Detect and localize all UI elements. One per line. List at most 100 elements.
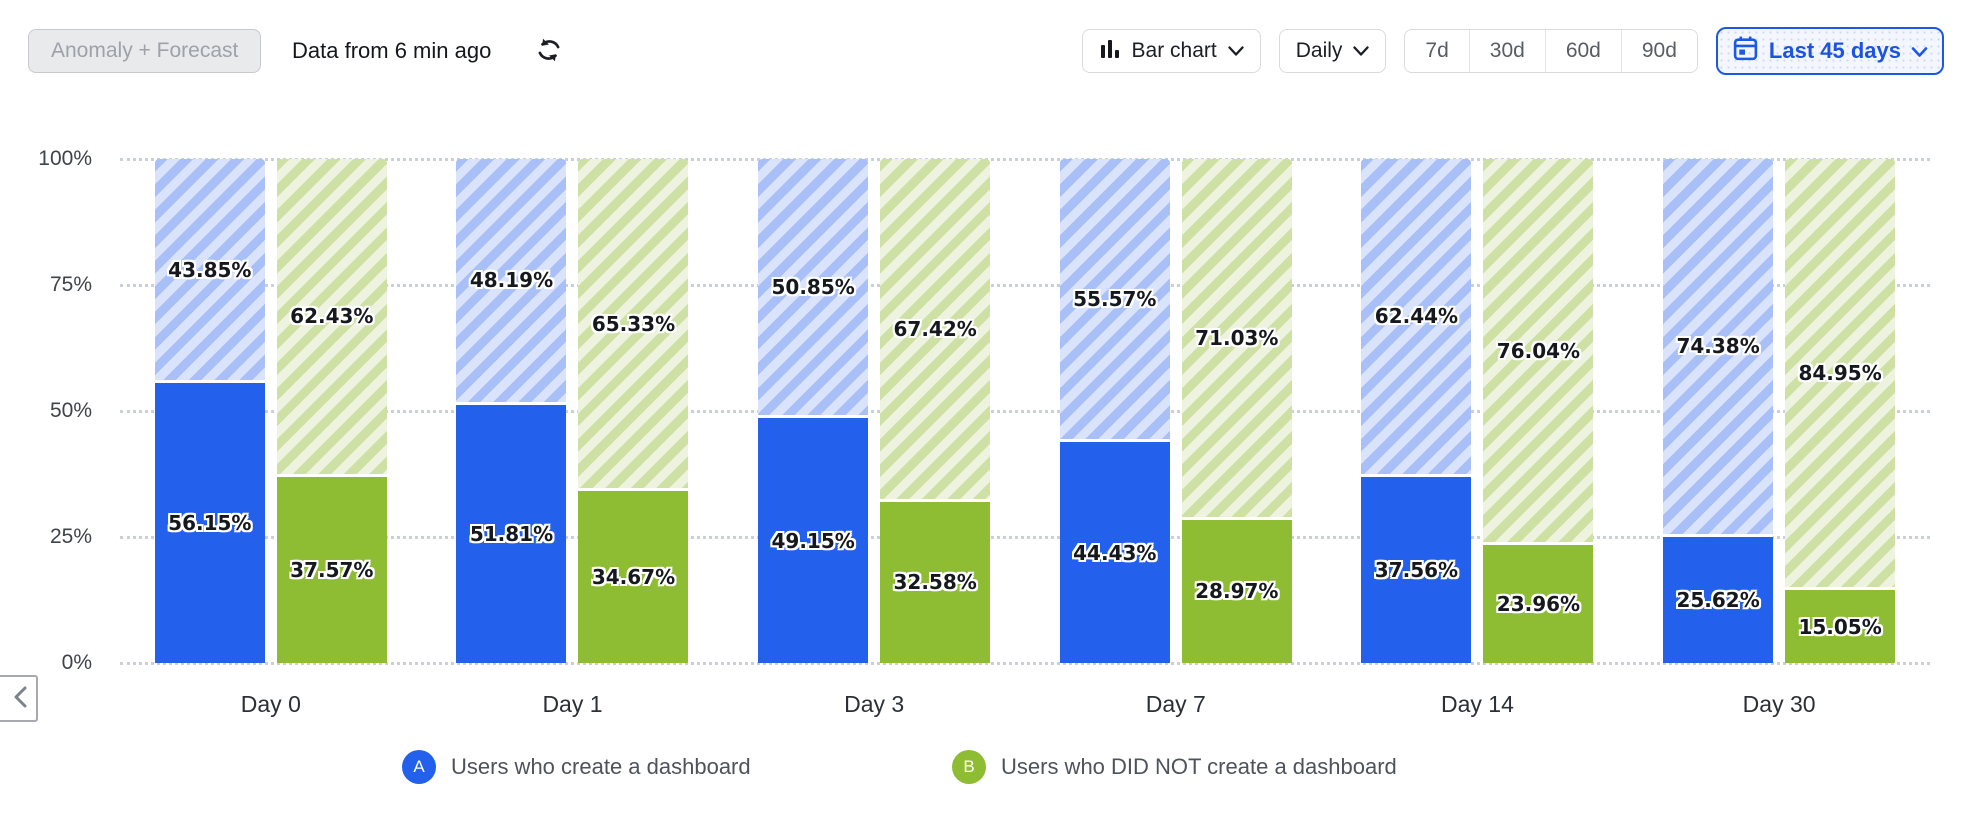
bar-value-label: 50.85%: [771, 275, 855, 300]
gridline-50: [120, 410, 1930, 413]
bar-series-a-day-3: 50.85% 49.15%: [758, 159, 869, 663]
bar-value-label: 37.57%: [290, 557, 374, 582]
hatched-segment[interactable]: 74.38%: [1663, 159, 1774, 534]
solid-segment[interactable]: 32.58%: [880, 498, 991, 663]
plot-area: 43.85% 56.15% 62.43% 37.57% Day 0 48.19% 51.81…: [120, 158, 1930, 717]
hatched-segment[interactable]: 62.44%: [1361, 159, 1472, 474]
chevron-down-icon: [1228, 39, 1244, 63]
toolbar-right-cluster: Bar chart Daily 7d 30d 60d 90d: [1081, 27, 1944, 75]
solid-segment[interactable]: 37.57%: [276, 473, 387, 663]
x-axis-label: Day 0: [240, 691, 301, 717]
bar-series-a-day-7: 55.57% 44.43%: [1059, 159, 1170, 663]
solid-segment[interactable]: 49.15%: [758, 415, 869, 663]
solid-segment[interactable]: 23.96%: [1483, 542, 1594, 663]
hatched-segment[interactable]: 65.33%: [578, 159, 689, 489]
solid-segment[interactable]: 51.81%: [456, 401, 567, 663]
hatched-segment[interactable]: 43.85%: [154, 159, 265, 380]
chart-type-dropdown[interactable]: Bar chart: [1081, 29, 1261, 73]
granularity-label: Daily: [1295, 39, 1343, 62]
hatched-segment[interactable]: 84.95%: [1785, 159, 1896, 588]
range-preset-30d[interactable]: 30d: [1468, 30, 1545, 72]
chevron-down-icon: [1911, 38, 1928, 64]
gridline-0: [120, 662, 1930, 665]
bar-value-label: 25.62%: [1676, 587, 1760, 612]
range-preset-group: 7d 30d 60d 90d: [1404, 29, 1698, 73]
gridline-75: [120, 284, 1930, 287]
y-tick-label: 25%: [49, 525, 92, 548]
anomaly-forecast-button[interactable]: Anomaly + Forecast: [28, 29, 262, 73]
bar-value-label: 51.81%: [469, 521, 554, 546]
series-a-badge: A: [402, 750, 436, 784]
legend-label: Users who create a dashboard: [451, 754, 751, 779]
bar-value-label: 23.96%: [1496, 592, 1581, 617]
chevron-left-icon: [13, 686, 27, 711]
bar-value-label: 62.44%: [1374, 304, 1459, 329]
y-tick-label: 0%: [61, 651, 92, 674]
granularity-dropdown[interactable]: Daily: [1278, 29, 1387, 73]
bar-group-day-0: 43.85% 56.15% 62.43% 37.57% Day 0: [154, 159, 387, 717]
date-range-dropdown[interactable]: Last 45 days: [1715, 27, 1944, 75]
bar-value-label: 48.19%: [469, 268, 554, 293]
bar-value-label: 28.97%: [1195, 579, 1279, 604]
bar-series-a-day-0: 43.85% 56.15%: [154, 159, 265, 663]
bar-series-b-day-7: 71.03% 28.97%: [1181, 159, 1292, 663]
refresh-button[interactable]: [534, 36, 564, 66]
x-axis-label: Day 7: [1145, 691, 1206, 717]
bar-value-label: 43.85%: [168, 257, 252, 282]
bar-group-day-1: 48.19% 51.81% 65.33% 34.67% Day 1: [456, 159, 689, 717]
x-axis-label: Day 1: [542, 691, 603, 717]
bar-series-b-day-0: 62.43% 37.57%: [276, 159, 387, 663]
bar-group-day-3: 50.85% 49.15% 67.42% 32.58% Day 3: [758, 159, 991, 717]
bar-value-label: 67.42%: [893, 316, 977, 341]
bar-series-a-day-30: 74.38% 25.62%: [1663, 159, 1774, 663]
solid-segment[interactable]: 56.15%: [154, 380, 265, 663]
hatched-segment[interactable]: 67.42%: [880, 159, 991, 499]
range-preset-90d[interactable]: 90d: [1620, 30, 1697, 72]
scroll-left-button[interactable]: [0, 675, 38, 722]
bar-value-label: 32.58%: [893, 570, 977, 595]
bar-series-a-day-14: 62.44% 37.56%: [1361, 159, 1472, 663]
solid-segment[interactable]: 34.67%: [578, 488, 689, 663]
x-axis-label: Day 30: [1742, 691, 1816, 717]
bar-value-label: 37.56%: [1374, 557, 1459, 582]
hatched-segment[interactable]: 50.85%: [758, 159, 869, 416]
gridline-100: [120, 158, 1930, 161]
hatched-segment[interactable]: 71.03%: [1181, 159, 1292, 517]
bar-chart-icon: [1099, 37, 1121, 65]
bar-group-day-7: 55.57% 44.43% 71.03% 28.97% Day 7: [1059, 159, 1292, 717]
chart-type-label: Bar chart: [1131, 39, 1217, 62]
y-tick-label: 50%: [49, 399, 92, 422]
range-preset-7d[interactable]: 7d: [1405, 30, 1469, 72]
bar-value-label: 62.43%: [290, 304, 374, 329]
solid-segment[interactable]: 25.62%: [1663, 533, 1774, 663]
solid-segment[interactable]: 37.56%: [1361, 473, 1472, 663]
x-axis-label: Day 14: [1441, 691, 1514, 717]
hatched-segment[interactable]: 48.19%: [456, 159, 567, 402]
bar-value-label: 65.33%: [591, 311, 676, 336]
y-tick-label: 75%: [49, 273, 92, 296]
bar-value-label: 56.15%: [168, 510, 252, 535]
solid-segment[interactable]: 28.97%: [1181, 516, 1292, 663]
range-preset-60d[interactable]: 60d: [1544, 30, 1621, 72]
hatched-segment[interactable]: 62.43%: [276, 159, 387, 474]
y-tick-label: 100%: [38, 147, 92, 170]
legend-item-series-a[interactable]: A Users who create a dashboard: [402, 750, 751, 784]
calendar-icon: [1732, 35, 1759, 68]
bar-series-b-day-1: 65.33% 34.67%: [578, 159, 689, 663]
bar-series-b-day-30: 84.95% 15.05%: [1785, 159, 1896, 663]
bar-series-b-day-14: 76.04% 23.96%: [1483, 159, 1594, 663]
gridline-25: [120, 536, 1930, 539]
legend-item-series-b[interactable]: B Users who DID NOT create a dashboard: [952, 750, 1397, 784]
bar-series-b-day-3: 67.42% 32.58%: [880, 159, 991, 663]
bar-value-label: 49.15%: [771, 528, 855, 553]
bar-value-label: 84.95%: [1798, 361, 1882, 386]
bar-value-label: 15.05%: [1798, 614, 1882, 639]
solid-segment[interactable]: 44.43%: [1059, 439, 1170, 663]
date-range-label: Last 45 days: [1768, 38, 1901, 63]
bar-series-a-day-1: 48.19% 51.81%: [456, 159, 567, 663]
solid-segment[interactable]: 15.05%: [1785, 587, 1896, 663]
series-b-badge: B: [952, 750, 986, 784]
hatched-segment[interactable]: 76.04%: [1483, 159, 1594, 543]
hatched-segment[interactable]: 55.57%: [1059, 159, 1170, 440]
legend-label: Users who DID NOT create a dashboard: [1001, 754, 1397, 779]
